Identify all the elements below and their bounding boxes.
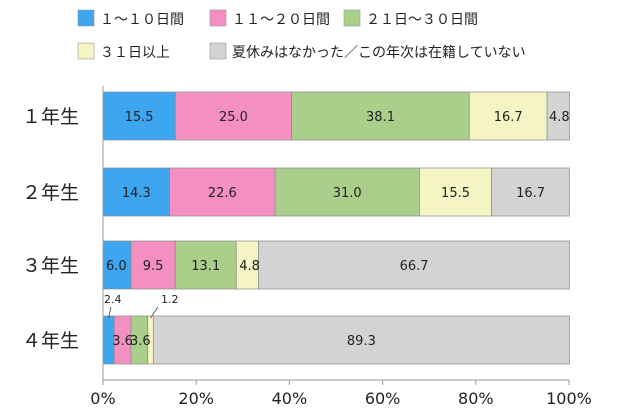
data-label-r2-s4: 15.5	[441, 186, 470, 201]
legend-label-2: １１～２０日間	[232, 12, 330, 28]
bar-segment-r1-s1	[102, 91, 176, 141]
legend-label-4: ３１日以上	[100, 45, 170, 61]
data-label-r4-s5: 89.3	[347, 334, 376, 349]
x-tick-label-6: 100%	[546, 389, 592, 408]
legend-label-5: 夏休みはなかった／この年次は在籍していない	[232, 44, 526, 61]
data-label-r3-s2: 9.5	[143, 259, 164, 274]
legend-swatch-4	[77, 42, 95, 60]
bar-segment-r2-s1	[102, 167, 170, 217]
category-label-3: ３年生	[22, 255, 79, 277]
legend-swatch-3	[343, 9, 361, 27]
legend-swatch-5	[209, 42, 227, 60]
data-label-r1-s2: 25.0	[219, 110, 248, 125]
category-label-1: １年生	[22, 106, 79, 128]
legend-label-1: １～１０日間	[100, 12, 184, 28]
bar-segment-r2-s5	[491, 167, 570, 217]
bar-segment-r2-s3	[274, 167, 420, 217]
data-label-r2-s1: 14.3	[122, 186, 151, 201]
bar-segment-r2-s4	[419, 167, 492, 217]
x-tick-label-1: 0%	[90, 389, 115, 408]
legend-swatch-2	[209, 9, 227, 27]
x-tick-label-5: 80%	[458, 389, 494, 408]
data-label-r4-s1: 2.4	[104, 293, 122, 306]
data-label-r2-s2: 22.6	[208, 186, 237, 201]
data-label-r3-s3: 13.1	[191, 259, 220, 274]
x-tick-label-3: 40%	[272, 389, 308, 408]
legend-label-3: ２１日～３０日間	[366, 12, 478, 28]
category-label-2: ２年生	[22, 182, 79, 204]
data-label-r3-s5: 66.7	[400, 259, 429, 274]
data-label-r1-s4: 16.7	[494, 110, 523, 125]
data-label-r2-s5: 16.7	[516, 186, 545, 201]
leader-line-r4-s1	[108, 306, 112, 319]
data-label-r3-s4: 4.8	[239, 259, 260, 274]
bar-segment-r1-s3	[291, 91, 470, 141]
data-label-r2-s3: 31.0	[333, 186, 362, 201]
bar-segment-r1-s4	[468, 91, 548, 141]
bar-segment-r2-s2	[169, 167, 276, 217]
bar-segment-r3-s5	[258, 240, 570, 290]
bar-segment-r1-s2	[174, 91, 293, 141]
data-label-r1-s5: 4.8	[549, 110, 570, 125]
data-label-r3-s1: 6.0	[106, 259, 127, 274]
bar-segment-r3-s2	[130, 240, 176, 290]
data-label-r4-s2: 3.6	[112, 334, 133, 349]
data-label-r1-s3: 38.1	[366, 110, 395, 125]
x-tick-label-4: 60%	[365, 389, 401, 408]
legend-swatch-1	[77, 9, 95, 27]
x-tick-label-2: 20%	[178, 389, 214, 408]
leader-line-r4-s4	[150, 306, 159, 319]
data-label-r4-s3: 3.6	[130, 334, 151, 349]
data-label-r4-s4: 1.2	[161, 293, 179, 306]
bar-segment-r1-s5	[546, 91, 570, 141]
data-label-r1-s1: 15.5	[125, 110, 154, 125]
bar-segment-r4-s5	[152, 315, 570, 365]
category-label-4: ４年生	[22, 330, 79, 352]
bar-segment-r3-s3	[174, 240, 237, 290]
